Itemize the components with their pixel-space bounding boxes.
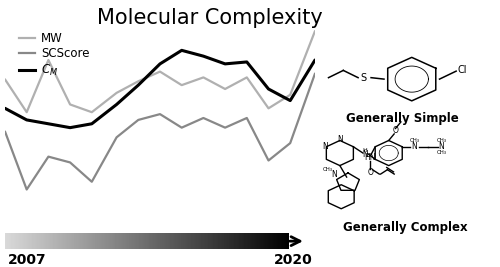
Text: CH₃: CH₃ bbox=[436, 138, 446, 143]
Text: Cl: Cl bbox=[458, 65, 468, 75]
Text: N: N bbox=[412, 142, 418, 151]
Text: Generally Complex: Generally Complex bbox=[342, 221, 468, 234]
Text: S: S bbox=[360, 73, 366, 83]
Text: N: N bbox=[362, 150, 368, 159]
Text: N: N bbox=[337, 135, 342, 144]
Text: CH₃: CH₃ bbox=[322, 167, 332, 172]
Text: CH₃: CH₃ bbox=[436, 150, 446, 155]
Text: N: N bbox=[438, 142, 444, 151]
Text: CH₃: CH₃ bbox=[410, 138, 420, 143]
Text: HN: HN bbox=[364, 153, 376, 162]
Text: H: H bbox=[362, 148, 368, 153]
Text: O: O bbox=[392, 126, 398, 135]
Text: 2007: 2007 bbox=[8, 253, 46, 267]
Text: N: N bbox=[322, 142, 328, 151]
Legend: MW, SCScore, $C_M$: MW, SCScore, $C_M$ bbox=[14, 27, 94, 83]
Text: N: N bbox=[332, 170, 338, 179]
Text: O: O bbox=[368, 168, 374, 178]
Text: Molecular Complexity: Molecular Complexity bbox=[97, 8, 323, 28]
Text: Generally Simple: Generally Simple bbox=[346, 112, 459, 125]
Text: 2020: 2020 bbox=[274, 253, 312, 267]
